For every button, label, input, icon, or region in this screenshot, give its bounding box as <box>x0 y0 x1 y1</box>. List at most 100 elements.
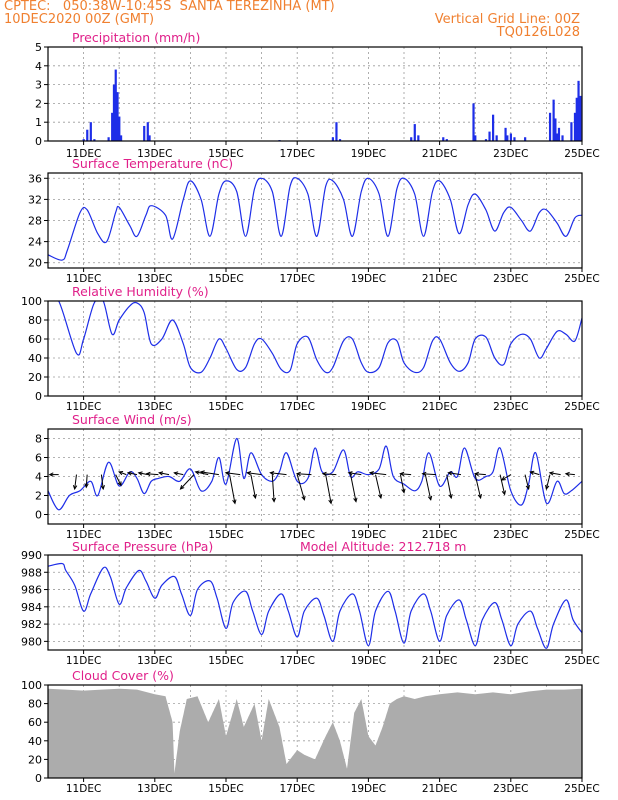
panel-title: Relative Humidity (%) <box>72 284 209 299</box>
precip-bar <box>335 122 338 141</box>
precip-bar <box>474 135 477 141</box>
precip-bar <box>82 139 85 141</box>
y-tick-label: 5 <box>35 41 42 54</box>
precip-bar <box>557 127 561 141</box>
wind-vector <box>296 474 305 500</box>
x-tick-label: 11DEC <box>66 148 101 160</box>
wind-vector-head <box>545 484 550 491</box>
wind-vector <box>350 474 357 502</box>
precip-bar <box>417 135 420 141</box>
wind-vector <box>225 472 241 476</box>
x-tick-label: 21DEC <box>422 148 457 160</box>
cloud-cover-area <box>48 688 582 778</box>
wind-vector <box>180 474 195 490</box>
y-tick-label: 36 <box>28 172 42 185</box>
x-tick-label: 23DEC <box>493 783 528 795</box>
x-tick-label: 11DEC <box>66 655 101 667</box>
y-tick-label: 40 <box>28 735 42 748</box>
x-tick-label: 25DEC <box>564 655 599 667</box>
wind-vector-head <box>224 471 230 476</box>
wind-vector-head <box>427 495 433 501</box>
wind-vector-head <box>477 493 482 500</box>
x-tick-label: 11DEC <box>66 273 101 285</box>
x-tick-label: 15DEC <box>208 273 243 285</box>
precip-bar <box>556 133 559 141</box>
wind-vector-head <box>173 471 179 476</box>
wind-vector <box>325 474 332 504</box>
y-tick-label: 0 <box>35 772 42 785</box>
wind-vector <box>159 472 170 476</box>
panel-title: Precipitation (mm/h) <box>72 30 200 45</box>
wind-vector-head <box>328 499 333 505</box>
x-tick-label: 25DEC <box>564 148 599 160</box>
precip-bar <box>472 103 475 141</box>
y-tick-label: 4 <box>35 471 42 484</box>
x-tick-label: 13DEC <box>137 529 172 541</box>
precip-bar <box>112 84 116 141</box>
y-tick-label: 1 <box>35 116 42 129</box>
wind-vector <box>297 473 312 476</box>
wind-vector-head <box>271 497 277 503</box>
wind-vector-head <box>145 471 151 477</box>
plot-frame <box>47 684 583 779</box>
x-tick-label: 19DEC <box>351 148 386 160</box>
wind-vector-head <box>421 471 427 477</box>
wind-vector <box>146 473 159 476</box>
wind-vector <box>400 473 412 476</box>
wind-vector-head <box>117 481 122 487</box>
precip-bar <box>119 135 123 141</box>
wind-vector-head <box>548 471 554 476</box>
x-tick-label: 23DEC <box>493 401 528 413</box>
wind-vector-head <box>525 484 530 491</box>
wind-vector <box>369 472 387 476</box>
x-tick-label: 21DEC <box>422 783 457 795</box>
wind-vector-head <box>473 471 479 477</box>
y-tick-label: 984 <box>21 601 42 614</box>
wind-vector <box>115 474 122 486</box>
wind-vector-head <box>246 471 252 476</box>
y-tick-label: 60 <box>28 333 42 346</box>
wind-vector <box>474 474 482 499</box>
x-tick-label: 13DEC <box>137 148 172 160</box>
panel-5 <box>44 554 583 654</box>
wind-vector-head <box>401 488 406 494</box>
wind-vector <box>322 473 337 476</box>
wind-vector-head <box>137 471 143 476</box>
x-tick-label: 17DEC <box>279 783 314 795</box>
y-tick-label: 24 <box>28 236 42 249</box>
series-line <box>48 301 582 374</box>
wind-vector-head <box>118 471 124 476</box>
x-tick-label: 23DEC <box>493 655 528 667</box>
x-tick-label: 13DEC <box>137 401 172 413</box>
precip-bar <box>570 122 573 141</box>
plot-frame <box>47 554 583 651</box>
x-tick-label: 23DEC <box>493 273 528 285</box>
precip-bar <box>492 114 495 141</box>
precip-bar <box>484 139 488 141</box>
y-tick-label: 20 <box>28 257 42 270</box>
wind-vector <box>545 474 551 490</box>
wind-vector-head <box>368 470 374 476</box>
y-tick-label: 2 <box>35 490 42 503</box>
y-tick-label: 100 <box>21 295 42 308</box>
wind-vector-head <box>378 493 383 500</box>
plot-frame <box>47 300 583 397</box>
x-tick-label: 13DEC <box>137 783 172 795</box>
x-tick-label: 23DEC <box>493 148 528 160</box>
series-line <box>48 562 582 649</box>
wind-vector-head <box>353 497 358 503</box>
x-tick-label: 13DEC <box>137 655 172 667</box>
y-tick-label: 80 <box>28 314 42 327</box>
wind-vector-head <box>301 495 306 501</box>
wind-vector <box>270 472 287 476</box>
wind-vector <box>565 473 575 476</box>
y-tick-label: 28 <box>28 215 42 228</box>
precip-bar <box>495 135 498 141</box>
x-tick-label: 19DEC <box>351 655 386 667</box>
x-tick-label: 15DEC <box>208 783 243 795</box>
precip-bar <box>561 135 564 141</box>
precip-bar <box>146 122 149 141</box>
wind-vector-head <box>564 471 570 477</box>
x-tick-label: 15DEC <box>208 529 243 541</box>
